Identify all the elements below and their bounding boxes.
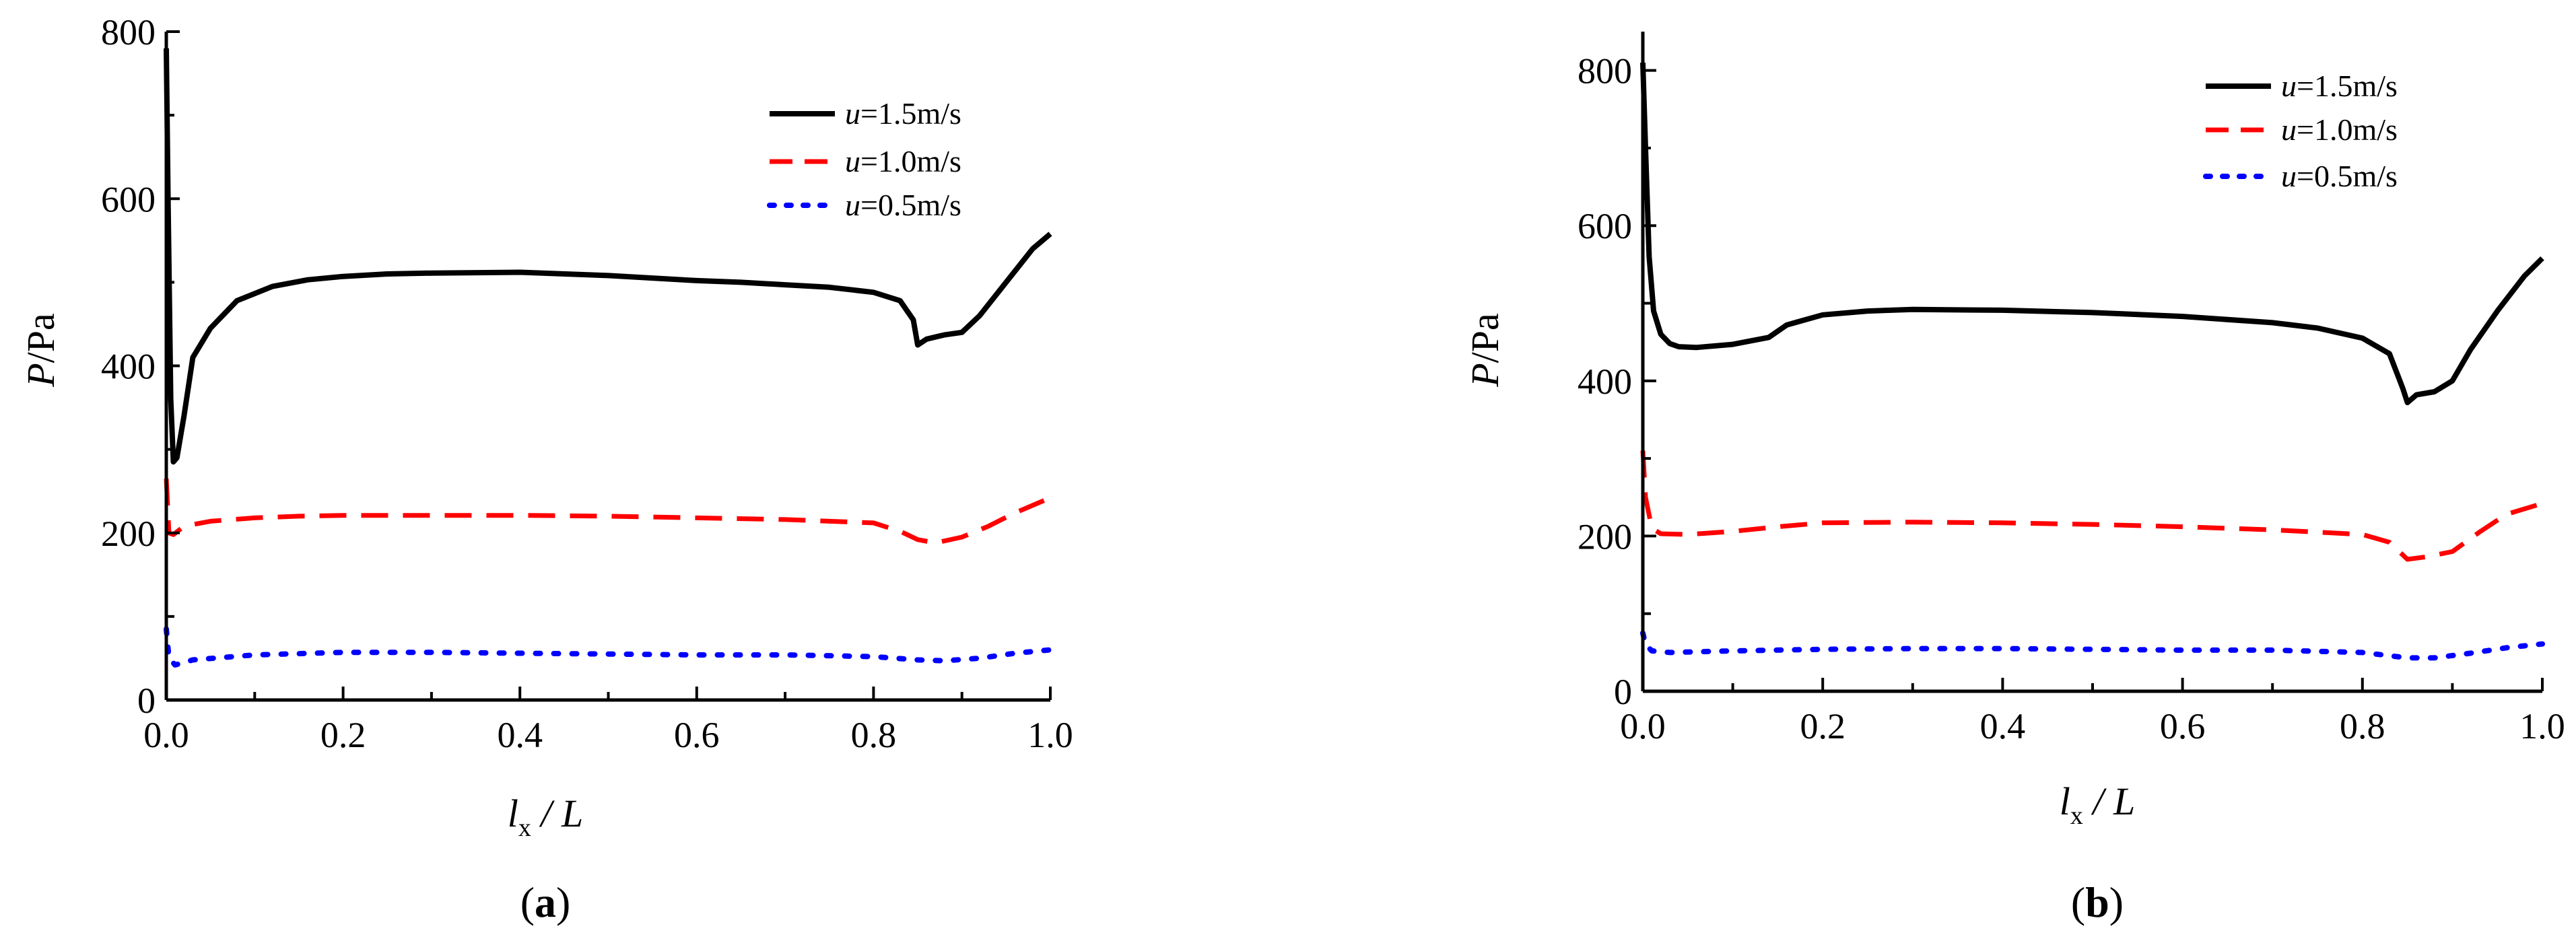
legend-a: u=1.5m/s u=1.0m/s u=0.5m/s (767, 96, 961, 222)
y-axis-label-var-b: P (1463, 363, 1507, 387)
y-tick-label-a: 800 (101, 12, 156, 53)
x-tick-label-a: 0.6 (674, 715, 720, 755)
x-axis-label-a: lx / L (508, 792, 584, 842)
x-tick-label-a: 0.4 (497, 715, 543, 755)
legend-label-a-2: u=1.0m/s (845, 144, 961, 178)
series-line-a-1 (164, 48, 1052, 465)
y-axis-label-var-a: P (19, 363, 63, 387)
x-axis-label-sub-a: x (518, 814, 531, 842)
x-tick-label-b: 0.0 (1620, 706, 1666, 746)
y-tick-label-a: 200 (101, 514, 156, 554)
x-tick-label-b: 0.2 (1800, 706, 1845, 746)
x-axis-label-sub-b: x (2070, 802, 2083, 830)
legend-label-b-3: u=0.5m/s (2281, 159, 2398, 193)
legend-label-b-1: u=1.5m/s (2281, 69, 2398, 103)
y-axis-label-b: P/Pa (1463, 313, 1507, 388)
y-tick-label-a: 400 (101, 347, 156, 387)
y-tick-label-b: 200 (1578, 516, 1632, 557)
y-axis-label-unit-a: /Pa (19, 313, 63, 363)
y-tick-label-b: 400 (1578, 361, 1632, 402)
x-axis-label-var-a: l (508, 792, 518, 835)
series-line-a-2 (164, 478, 1052, 546)
x-axis-label-rest-b: / L (2083, 779, 2135, 823)
panel-letter-a: a (535, 878, 556, 926)
x-tick-label-b: 0.8 (2340, 706, 2385, 746)
x-tick-label-b: 1.0 (2519, 706, 2565, 746)
series-line-b-1 (1640, 62, 2544, 406)
x-axis-label-b: lx / L (2060, 779, 2136, 830)
legend-label-b-2: u=1.0m/s (2281, 112, 2398, 147)
panel-letter-b: b (2085, 878, 2109, 926)
x-axis-label-rest-a: / L (531, 792, 583, 835)
series-line-b-2 (1640, 450, 2544, 562)
legend-label-a-1: u=1.5m/s (845, 96, 961, 131)
y-axis-label-unit-b: /Pa (1463, 313, 1507, 363)
y-tick-label-a: 0 (137, 680, 156, 721)
x-tick-label-a: 1.0 (1027, 715, 1073, 755)
y-tick-label-b: 0 (1614, 672, 1632, 712)
x-tick-label-a: 0.2 (320, 715, 366, 755)
x-axis-label-var-b: l (2060, 779, 2070, 823)
series-line-b-3 (1640, 630, 2545, 661)
legend-label-a-3: u=0.5m/s (845, 188, 961, 222)
chart-panel-b: 0.0 0.2 0.4 0.6 0.8 1.0 0 200 400 600 800 u=1.5m/s… (1463, 32, 2565, 926)
x-tick-label-b: 0.4 (1980, 706, 2026, 746)
panel-label-a: (a) (520, 878, 571, 926)
y-tick-label-b: 600 (1578, 206, 1632, 246)
x-tick-label-a: 0.8 (851, 715, 897, 755)
series-line-a-3 (164, 626, 1053, 668)
panel-label-b: (b) (2071, 878, 2124, 926)
x-tick-label-b: 0.6 (2160, 706, 2206, 746)
legend-b: u=1.5m/s u=1.0m/s u=0.5m/s (2203, 69, 2398, 193)
x-tick-label-a: 0.0 (143, 715, 189, 755)
y-tick-label-a: 600 (101, 179, 156, 219)
y-tick-label-b: 800 (1578, 51, 1632, 92)
chart-panel-a: 0.0 0.2 0.4 0.6 0.8 1.0 0 200 400 600 800 u=1.5m/s… (19, 12, 1073, 926)
y-axis-label-a: P/Pa (19, 313, 63, 388)
